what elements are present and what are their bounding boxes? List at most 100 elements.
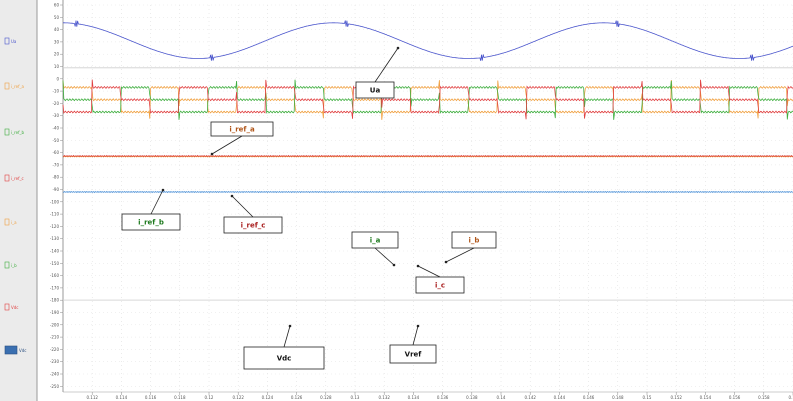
y-tick-label: -130 xyxy=(50,236,60,241)
x-tick-label: 0.118 xyxy=(174,395,186,400)
callout-Ua: Ua xyxy=(355,81,395,99)
y-tick-label: -100 xyxy=(50,199,60,204)
y-tick-label: -120 xyxy=(50,224,60,229)
channel-label-Ua: Ua xyxy=(4,37,17,45)
y-tick-label: -160 xyxy=(50,273,60,278)
y-tick-label: 30 xyxy=(54,39,60,44)
callout-arrow-head xyxy=(392,263,396,267)
callout-box xyxy=(355,81,395,99)
y-tick-label: -40 xyxy=(52,126,59,131)
channel-color-marker xyxy=(4,218,10,226)
x-tick-label: 0.136 xyxy=(437,395,449,400)
channel-label-i-ref-a: i_ref_a xyxy=(4,82,25,90)
callout-text: i_ref_c xyxy=(241,222,266,230)
x-tick-label: 0.114 xyxy=(116,395,128,400)
x-tick-label: 0.146 xyxy=(583,395,595,400)
channel-color-marker xyxy=(4,128,10,136)
series-i-ref-a xyxy=(62,79,793,120)
callout-arrow-head xyxy=(444,260,448,264)
y-tick-label: -50 xyxy=(52,138,59,143)
channel-separators xyxy=(63,67,793,301)
channel-color-marker xyxy=(4,174,10,182)
y-tick-label: -220 xyxy=(50,347,60,352)
callout-arrow-head xyxy=(416,324,420,328)
callout-text: i_ref_b xyxy=(138,219,164,227)
x-tick-label: 0.152 xyxy=(670,395,682,400)
callout-i-b: i_b xyxy=(451,231,497,249)
callout-Vref: Vref xyxy=(389,344,437,364)
y-tick-label: -180 xyxy=(50,298,60,303)
x-tick-label: 0.122 xyxy=(232,395,244,400)
callout-Vdc: Vdc xyxy=(243,346,325,370)
callout-text: i_c xyxy=(435,282,445,290)
x-tick-label: 0.14 xyxy=(497,395,506,400)
vdc-badge-label: Vdc xyxy=(19,348,26,353)
series-i-ref-b xyxy=(62,79,793,120)
y-tick-label: -140 xyxy=(50,249,60,254)
y-tick-label: -70 xyxy=(52,162,59,167)
y-tick-label: -20 xyxy=(52,101,59,106)
x-tick-label: 0.12 xyxy=(205,395,214,400)
x-tick-label: 0.124 xyxy=(262,395,274,400)
channel-label-text: i_b xyxy=(11,263,17,268)
channel-label-i-a: i_a xyxy=(4,218,17,226)
callout-arrows xyxy=(150,46,475,348)
callout-i-a: i_a xyxy=(351,231,399,249)
x-tick-label: 0.154 xyxy=(700,395,712,400)
channel-label-text: i_a xyxy=(11,220,17,225)
y-tick-label: 50 xyxy=(54,15,60,20)
y-tick-label: 0 xyxy=(56,76,59,81)
channel-color-marker xyxy=(4,82,10,90)
y-tick-label: -60 xyxy=(52,150,59,155)
x-tick-label: 0.116 xyxy=(145,395,157,400)
channel-label-text: i_ref_b xyxy=(11,130,25,135)
channel-label-text: i_ref_a xyxy=(11,84,25,89)
callout-text: i_b xyxy=(469,237,480,245)
channel-label-i-ref-c: i_ref_c xyxy=(4,174,24,182)
y-tick-label: -90 xyxy=(52,187,59,192)
y-tick-label: -80 xyxy=(52,175,59,180)
callout-box xyxy=(351,231,399,249)
y-tick-label: -150 xyxy=(50,261,60,266)
callout-boxes: Ua i_ref_a i_ref_b i_ref_c i_a i_b i_c Vdc Vref xyxy=(121,81,497,370)
y-tick-label: -210 xyxy=(50,335,60,340)
callout-i-ref-b: i_ref_b xyxy=(121,213,181,231)
vdc-badge: Vdc xyxy=(4,345,26,355)
channel-label-i-ref-b: i_ref_b xyxy=(4,128,25,136)
y-tick-label: 40 xyxy=(54,27,60,32)
x-tick-label: 0.148 xyxy=(612,395,624,400)
callout-i-ref-c: i_ref_c xyxy=(223,216,283,234)
callout-text: i_ref_a xyxy=(229,126,255,134)
y-tick-label: -110 xyxy=(50,212,60,217)
channel-label-Vdc: Vdc xyxy=(4,303,18,311)
callout-arrow-head xyxy=(161,188,165,192)
channel-color-marker xyxy=(4,37,10,45)
callout-arrow xyxy=(211,135,243,155)
y-tick-label: 60 xyxy=(54,3,60,8)
y-tick-label: -230 xyxy=(50,359,60,364)
x-tick-label: 0.142 xyxy=(524,395,536,400)
x-tick-label: 0.112 xyxy=(86,395,98,400)
x-tick-label: 0.158 xyxy=(758,395,770,400)
series-i-ref-c xyxy=(62,79,793,120)
callout-box xyxy=(243,346,325,370)
y-tick-label: -190 xyxy=(50,310,60,315)
callout-box xyxy=(389,344,437,364)
y-tick-label: 10 xyxy=(54,64,60,69)
callout-arrow xyxy=(231,195,254,218)
x-tick-label: 0.132 xyxy=(378,395,390,400)
callout-box xyxy=(451,231,497,249)
y-tick-label: -30 xyxy=(52,113,59,118)
channel-label-text: i_ref_c xyxy=(11,176,24,181)
y-tick-label: -170 xyxy=(50,285,60,290)
callout-arrow xyxy=(445,247,475,263)
x-tick-label: 0.138 xyxy=(466,395,478,400)
x-tick-label: 0.144 xyxy=(554,395,566,400)
x-tick-label: 0.128 xyxy=(320,395,332,400)
callout-arrow xyxy=(417,265,441,278)
callout-arrow-head xyxy=(210,152,214,156)
callout-arrow xyxy=(374,247,395,266)
series-Vdc xyxy=(62,190,793,194)
